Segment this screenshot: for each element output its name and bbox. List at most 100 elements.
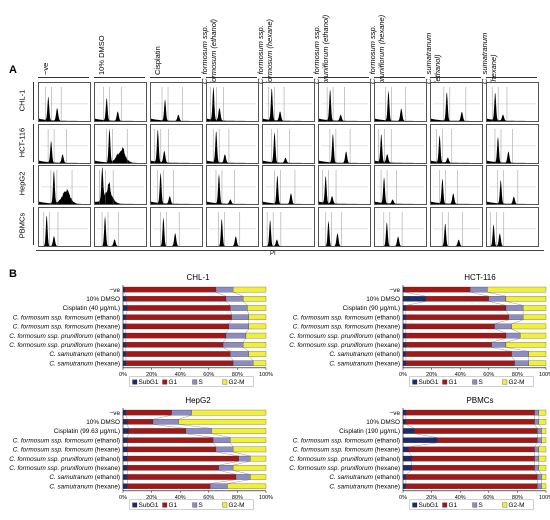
x-tick-label: 40% <box>455 372 466 378</box>
series-connector <box>404 292 426 297</box>
series-connector <box>511 356 515 361</box>
row-bracket <box>33 123 34 162</box>
bar-segment-g2-m <box>520 332 547 339</box>
series-connector <box>488 301 506 306</box>
histogram-cell <box>206 82 260 122</box>
bar-segment-subg1 <box>122 419 128 425</box>
category-label-extract: (ethanol) <box>93 333 120 340</box>
row-bracket <box>33 165 34 203</box>
series-connector <box>223 347 231 352</box>
category-label: C. samutranum (ethanol) <box>49 474 120 481</box>
histogram-cell <box>430 123 484 164</box>
series-connector <box>534 424 538 429</box>
category-label: −ve <box>110 287 121 294</box>
bar-segment-s <box>470 286 488 293</box>
histogram-cell <box>206 165 260 205</box>
bar-segment-g1 <box>405 314 509 320</box>
category-label: C. formosum ssp. formosum (ethanol) <box>13 314 120 321</box>
bar-segment-g2-m <box>227 483 267 489</box>
bar-segment-subg1 <box>122 409 126 416</box>
bar-segment-g1 <box>127 455 239 462</box>
chart-hct-116: HCT-116 0% 20% 40% 60% 80% 100% −ve 10% DMSO Cisp… <box>289 273 550 387</box>
bar-segment-g2-m <box>253 360 267 366</box>
histogram-trace <box>263 131 315 163</box>
bar-segment-g2-m <box>248 351 267 357</box>
bar-segment-g1 <box>125 332 227 339</box>
category-label: C. samutranum (ethanol) <box>329 474 400 481</box>
series-connector <box>222 338 227 343</box>
x-tick-label: 100% <box>259 495 273 501</box>
category-label-extract: (ethanol) <box>93 314 120 321</box>
category-label: C. samutranum (ethanol) <box>49 351 120 358</box>
bar-segment-g1 <box>128 428 187 434</box>
series-connector <box>185 433 214 438</box>
series-connector <box>487 292 506 297</box>
bar-segment-subg1 <box>402 455 412 462</box>
histogram-trace <box>39 96 91 121</box>
series-connector <box>505 338 521 343</box>
bar-segment-g2-m <box>538 419 547 425</box>
category-label: Cisplatin (190 μg/mL) <box>339 428 400 435</box>
x-tick-label: 80% <box>232 495 243 501</box>
category-label-species: C. formosum ssp. formosum <box>293 437 374 444</box>
category-label-species: C. formosum ssp. pruniflorum <box>9 333 93 340</box>
bar-segment-g1 <box>411 465 535 471</box>
histogram-cell <box>374 123 428 164</box>
bar-segment-subg1 <box>122 428 129 434</box>
category-label: C. formosum ssp. pruniflorum (ethanol) <box>289 456 400 463</box>
bar-segment-g2-m <box>541 428 547 434</box>
histogram-cell <box>430 165 484 205</box>
series-connector <box>405 470 412 475</box>
category-label: −ve <box>390 287 401 294</box>
histogram-trace <box>39 170 91 204</box>
bar-segment-g2-m <box>538 455 547 462</box>
bar-segment-s <box>225 332 247 339</box>
series-connector <box>248 356 254 361</box>
legend-swatch <box>502 379 508 385</box>
bar-segment-subg1 <box>122 474 128 480</box>
category-label-extract: (hexane) <box>373 324 400 331</box>
x-tick-label: 60% <box>483 372 494 378</box>
legend-swatch <box>132 379 138 385</box>
bar-segment-g2-m <box>232 286 267 293</box>
legend-label: SubG1 <box>139 502 159 509</box>
bar-segment-s <box>534 446 539 453</box>
category-label-species: C. samutranum <box>329 474 373 481</box>
bar-segment-g1 <box>405 332 507 339</box>
bar-segment-g2-m <box>230 437 267 443</box>
bar-segment-g1 <box>125 342 224 348</box>
category-label-species: C. samutranum <box>329 351 373 358</box>
legend-swatch <box>442 502 448 508</box>
row-bracket <box>33 82 34 120</box>
x-tick-label: 0% <box>119 372 127 378</box>
category-label: C. formosum ssp. formosum (hexane) <box>293 324 400 331</box>
legend-swatch <box>502 502 508 508</box>
category-label-extract: (hexane) <box>93 447 120 454</box>
category-label: 10% DMSO <box>366 296 400 303</box>
bar-segment-subg1 <box>122 323 126 330</box>
histogram-trace <box>39 140 91 163</box>
category-label-species: C. formosum ssp. pruniflorum <box>289 342 373 349</box>
series-connector <box>230 310 232 315</box>
bar-segment-s <box>222 342 244 348</box>
histogram-trace <box>95 127 147 163</box>
chart-pbmcs: PBMCs 0% 20% 40% 60% 80% 100% −ve 10% DMSO Cispla… <box>289 396 550 510</box>
category-label-extract: (ethanol) <box>93 474 120 481</box>
bar-segment-subg1 <box>402 314 406 320</box>
chart-chl-1: CHL-1 0% 20% 40% 60% 80% 100% −ve 10% DMSO Cispla… <box>9 273 273 387</box>
category-label: C. formosum ssp. formosum (hexane) <box>13 447 120 454</box>
series-connector <box>242 338 247 343</box>
histogram-trace <box>207 86 259 121</box>
category-label-extract: (hexane) <box>93 483 120 490</box>
bar-segment-g2-m <box>211 428 267 434</box>
series-connector <box>494 319 509 324</box>
histogram-trace <box>151 99 203 121</box>
category-label: 10% DMSO <box>86 419 120 426</box>
bar-segment-g2-m <box>248 323 267 330</box>
bar-segment-s <box>537 437 542 443</box>
bar-segment-g2-m <box>522 305 547 311</box>
histogram-trace <box>431 223 483 246</box>
bar-segment-g1 <box>125 360 234 366</box>
category-label-species: C. formosum ssp. pruniflorum <box>9 342 93 349</box>
bar-segment-g2-m <box>541 483 547 489</box>
